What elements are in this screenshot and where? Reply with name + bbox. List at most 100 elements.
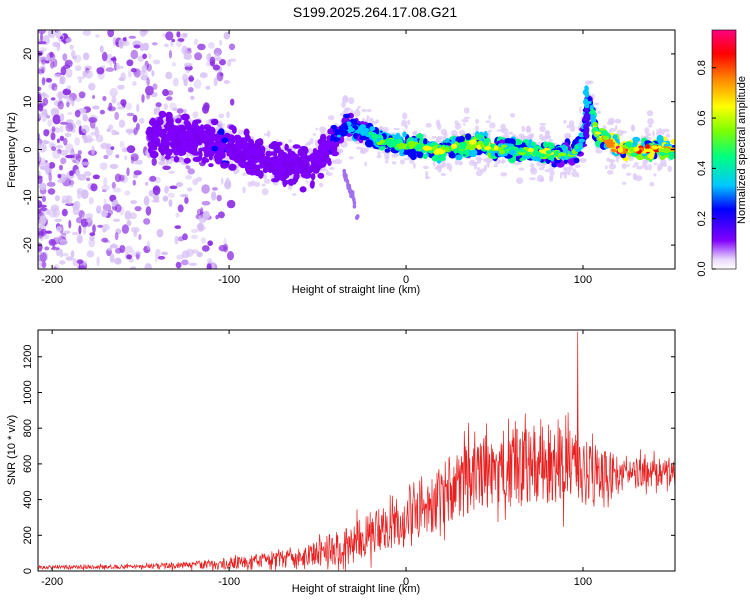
faint-blob xyxy=(393,127,400,131)
ridge-blob xyxy=(187,129,193,136)
noise-blob xyxy=(129,266,137,269)
ridge-blob xyxy=(218,128,225,137)
ridge-core-blob xyxy=(602,135,610,140)
noise-blob xyxy=(124,210,132,220)
ridge-blob xyxy=(159,132,168,139)
ridge-core-blob xyxy=(387,140,392,146)
noise-blob xyxy=(56,144,63,149)
ridge-blob xyxy=(192,146,198,151)
noise-blob xyxy=(75,159,80,165)
noise-blob xyxy=(103,177,108,187)
ridge-blob xyxy=(167,123,173,128)
faint-blob xyxy=(158,154,166,162)
faint-blob xyxy=(653,173,657,177)
trace-blob xyxy=(347,183,352,189)
noise-blob xyxy=(164,43,169,48)
noise-blob xyxy=(116,106,126,110)
noise-blob xyxy=(92,174,100,180)
noise-blob xyxy=(139,117,145,124)
snr-x-tick-label: 100 xyxy=(574,576,592,588)
noise-blob xyxy=(188,76,195,82)
noise-blob xyxy=(194,52,203,61)
noise-blob xyxy=(185,174,193,180)
faint-blob xyxy=(225,177,230,183)
noise-blob xyxy=(92,95,96,99)
noise-blob xyxy=(50,57,56,62)
faint-blob xyxy=(501,127,509,134)
faint-blob xyxy=(489,122,496,129)
noise-blob xyxy=(176,31,181,38)
noise-blob xyxy=(44,166,48,171)
faint-blob xyxy=(530,167,538,175)
noise-blob xyxy=(65,154,75,159)
noise-blob xyxy=(148,190,154,197)
faint-blob xyxy=(407,119,411,126)
faint-blob xyxy=(366,115,370,120)
ridge-blob xyxy=(416,151,424,159)
noise-blob xyxy=(132,81,137,86)
faint-blob xyxy=(631,124,635,132)
noise-blob xyxy=(108,124,114,130)
noise-blob xyxy=(74,109,81,118)
noise-blob xyxy=(80,161,90,166)
faint-blob xyxy=(641,164,649,168)
noise-blob xyxy=(82,52,90,61)
noise-blob xyxy=(199,72,208,79)
noise-blob xyxy=(59,80,64,84)
ridge-blob xyxy=(228,163,237,171)
ridge-blob xyxy=(507,139,512,144)
ridge-core-blob xyxy=(587,100,592,105)
ridge-core-blob xyxy=(538,153,547,158)
noise-blob xyxy=(41,115,50,119)
faint-blob xyxy=(518,167,525,171)
noise-blob xyxy=(197,225,207,231)
noise-blob xyxy=(96,67,105,75)
noise-blob xyxy=(78,78,82,84)
colorbar-label: Normalized spectral amplitude xyxy=(736,76,748,224)
faint-blob xyxy=(348,97,355,105)
noise-blob xyxy=(70,250,75,258)
snr-x-tick-label: 0 xyxy=(403,576,409,588)
faint-blob xyxy=(220,177,224,185)
ridge-blob xyxy=(178,133,184,141)
ridge-blob xyxy=(257,170,264,179)
noise-blob xyxy=(114,173,122,183)
ridge-blob xyxy=(235,140,241,149)
noise-blob xyxy=(38,102,43,108)
noise-blob xyxy=(151,70,155,77)
noise-blob xyxy=(219,72,224,77)
noise-blob xyxy=(181,259,189,266)
noise-blob xyxy=(115,41,119,45)
noise-blob xyxy=(59,239,68,246)
noise-blob xyxy=(83,171,92,177)
noise-blob xyxy=(115,62,120,71)
noise-blob xyxy=(126,220,132,227)
noise-blob xyxy=(41,118,47,122)
ridge-blob xyxy=(237,148,243,156)
noise-blob xyxy=(138,234,142,241)
noise-blob xyxy=(60,157,67,165)
ridge-core-blob xyxy=(451,143,457,149)
ridge-blob xyxy=(230,143,237,153)
noise-blob xyxy=(45,53,51,61)
noise-blob xyxy=(86,177,91,182)
noise-blob xyxy=(186,187,193,192)
faint-blob xyxy=(616,156,619,163)
noise-blob xyxy=(130,153,139,162)
ridge-blob xyxy=(217,142,223,148)
noise-blob xyxy=(139,30,147,37)
noise-blob xyxy=(103,198,107,206)
noise-blob xyxy=(202,210,210,220)
ridge-blob xyxy=(193,131,200,141)
noise-blob xyxy=(75,154,82,161)
ridge-blob xyxy=(311,157,319,165)
noise-blob xyxy=(60,125,64,133)
faint-blob xyxy=(566,124,570,129)
noise-blob xyxy=(101,209,108,218)
noise-blob xyxy=(176,40,182,48)
noise-blob xyxy=(124,190,131,196)
noise-blob xyxy=(102,203,112,212)
noise-blob xyxy=(63,230,71,234)
noise-blob xyxy=(73,200,81,210)
noise-blob xyxy=(107,106,116,112)
